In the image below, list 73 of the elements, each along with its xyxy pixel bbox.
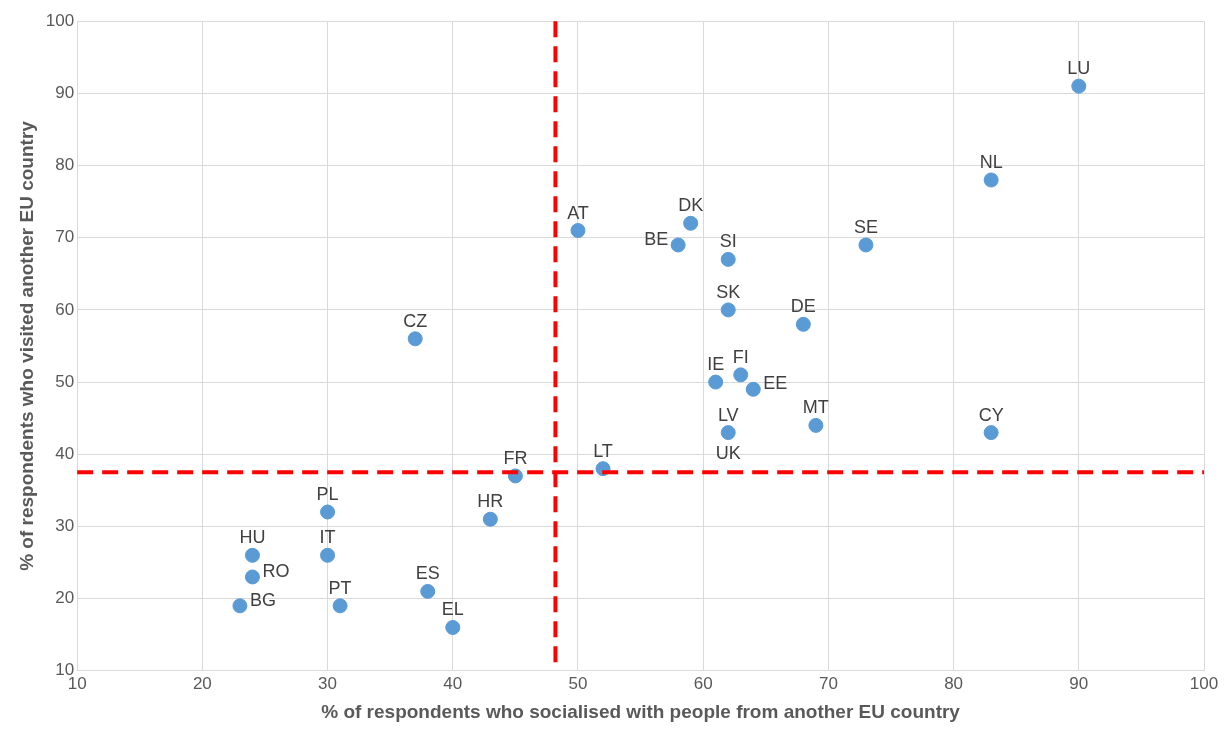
x-tick-label: 60 [693, 673, 713, 693]
annotation: SE [853, 216, 878, 237]
annotation: ES [415, 563, 440, 584]
y-tick-label: 60 [55, 299, 75, 319]
x-tick-label: 50 [568, 673, 588, 693]
annotation: DK [678, 195, 704, 216]
annotation: HU [239, 527, 266, 548]
x-tick-label: 20 [192, 673, 212, 693]
annotation: SK [716, 281, 741, 302]
annotation: IT [319, 527, 336, 548]
annotation: CZ [403, 310, 428, 331]
annotation: RO [262, 560, 290, 581]
point [858, 237, 874, 253]
y-tick-label: 80 [55, 155, 75, 175]
point [745, 381, 761, 397]
annotation: EL [441, 599, 464, 620]
annotation: EE [763, 373, 788, 394]
annotation: NL [979, 151, 1003, 172]
y-tick-label: 40 [55, 443, 75, 463]
annotation: UK [715, 442, 741, 463]
y-axis-title: % of respondents who visited another EU country [15, 120, 37, 571]
x-tick-label: 80 [944, 673, 964, 693]
annotation: IE [707, 354, 725, 375]
annotation: CY [978, 404, 1004, 425]
point [420, 583, 436, 599]
x-tick-label: 30 [318, 673, 338, 693]
x-axis-title: % of respondents who socialised with people from another EU country [321, 700, 961, 722]
annotation: DE [790, 296, 816, 317]
point [808, 417, 824, 433]
point [1071, 78, 1087, 94]
point [708, 374, 724, 390]
annotation: HR [477, 491, 504, 512]
annotation: PT [328, 577, 352, 598]
x-tick-label: 40 [443, 673, 463, 693]
point [320, 547, 336, 563]
point [320, 504, 336, 520]
point [232, 598, 248, 614]
point [983, 172, 999, 188]
y-tick-label: 70 [55, 227, 75, 247]
y-tick-label: 100 [45, 10, 75, 30]
annotation: MT [802, 397, 829, 418]
point [720, 302, 736, 318]
point [733, 367, 749, 383]
point [795, 316, 811, 332]
point [332, 598, 348, 614]
point [720, 425, 736, 441]
point [244, 569, 260, 585]
annotation: AT [567, 202, 589, 223]
point [683, 215, 699, 231]
point [570, 223, 586, 239]
point [482, 511, 498, 527]
point [670, 237, 686, 253]
y-tick-label: 20 [55, 588, 75, 608]
point [407, 331, 423, 347]
y-tick-label: 90 [55, 83, 75, 103]
point [244, 547, 260, 563]
point [720, 251, 736, 267]
annotation: LT [593, 440, 613, 461]
x-tick-label: 90 [1069, 673, 1089, 693]
x-tick-label: 70 [818, 673, 838, 693]
annotation: LV [717, 404, 739, 425]
annotation: LU [1067, 58, 1091, 79]
annotation: SI [719, 231, 737, 252]
annotation: BE [644, 228, 669, 249]
annotation: FR [503, 447, 528, 468]
annotation: PL [316, 484, 339, 505]
y-tick-label: 50 [55, 371, 75, 391]
y-tick-label: 30 [55, 516, 75, 536]
point [983, 425, 999, 441]
annotation: FI [732, 346, 749, 367]
x-tick-label: 100 [1189, 673, 1219, 693]
point [445, 619, 461, 635]
annotation: BG [249, 589, 276, 610]
